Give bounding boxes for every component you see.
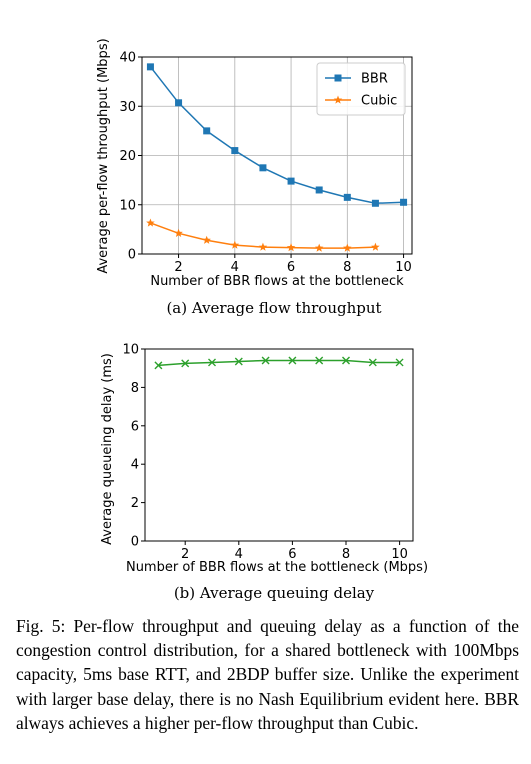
queuing-delay-subcaption: (b) Average queuing delay [174,584,375,602]
throughput-series-bbr-point-8 [343,193,351,201]
throughput-series-cubic-point-9 [371,242,380,251]
queuing-delay-x-axis-label: Number of BBR flows at the bottleneck (M… [126,560,428,575]
queuing-delay-series-0-point-6 [288,356,297,365]
figure-caption: Fig. 5: Per-flow throughput and queuing … [16,616,519,733]
throughput-series-cubic-point-7 [314,243,324,252]
queuing-delay-series-0-point-5-stroke-b [261,356,270,365]
queuing-delay-y-tick-label-4: 4 [131,458,139,473]
throughput-series-cubic-point-4 [230,240,240,249]
throughput-x-axis-label: Number of BBR flows at the bottleneck [150,274,404,289]
throughput-series-bbr-point-9 [371,199,379,207]
queuing-delay-series-0-point-3-stroke-b [208,358,216,367]
queuing-delay-series-0-point-1-stroke-b [154,361,163,370]
queuing-delay-series-0-point-4 [234,357,243,366]
queuing-delay-series-0-point-2-stroke-b [181,359,190,368]
queuing-delay-y-tick-label-8: 8 [131,381,139,396]
queuing-delay-series-0-point-10-stroke-b [395,358,404,367]
queuing-delay-series-0-point-9-stroke-b [368,358,377,367]
throughput-y-tick-label-40: 40 [119,51,136,66]
throughput-subcaption: (a) Average flow throughput [166,299,381,317]
queuing-delay-series-0-point-1 [154,361,163,370]
queuing-delay-y-tick-label-10: 10 [122,343,139,358]
queuing-delay-y-tick-label-6: 6 [131,419,139,434]
throughput-series-bbr-point-2 [175,99,183,107]
throughput-legend-cubic-marker [333,95,343,104]
queuing-delay-chart: 2 4 6 8 10 0 2 4 6 8 10 Number of BBR flows at the… [100,343,428,603]
queuing-delay-series-0-point-6-stroke-b [288,356,297,365]
queuing-delay-series-0-line [158,359,400,367]
throughput-x-tick-label-10: 10 [395,260,412,275]
throughput-series-cubic-point-3 [202,235,211,244]
queuing-delay-x-tick-label-2: 2 [181,547,189,562]
throughput-legend-cubic-label: Cubic [361,94,397,109]
queuing-delay-series-0-point-4-stroke-b [234,357,243,366]
throughput-x-tick-label-2: 2 [174,260,182,275]
throughput-y-axis-label: Average per-flow throughput (Mbps) [96,38,111,273]
throughput-x-tick-label-8: 8 [343,260,351,275]
throughput-x-tick-label-6: 6 [287,260,295,275]
throughput-legend-bbr-marker [334,74,342,82]
throughput-series-bbr-point-10 [400,198,408,206]
queuing-delay-plot-frame [144,348,414,542]
queuing-delay-series-0-point-8 [342,356,350,365]
queuing-delay-x-tick-label-8: 8 [342,547,350,562]
throughput-legend-bbr-label: BBR [361,72,388,87]
throughput-series-cubic-point-6 [286,243,296,252]
queuing-delay-ticks: 2 4 6 8 10 0 2 4 6 8 10 [122,343,407,563]
throughput-series-bbr-point-3 [203,127,211,135]
queuing-delay-series-0-point-8-stroke-b [342,356,350,365]
queuing-delay-series-0-point-5 [261,356,270,365]
throughput-series-bbr-point-7 [315,186,323,194]
queuing-delay-x-tick-label-6: 6 [288,547,296,562]
throughput-series-bbr-point-4 [231,147,239,155]
throughput-y-tick-label-10: 10 [119,198,136,213]
queuing-delay-x-tick-label-10: 10 [391,547,408,562]
queuing-delay-series-0-point-9 [368,358,377,367]
throughput-series-cubic-point-8 [343,243,352,252]
queuing-delay-y-axis-label: Average queueing delay (ms) [100,353,115,545]
queuing-delay-y-tick-label-0: 0 [131,535,139,550]
throughput-legend: BBR Cubic [316,62,406,116]
throughput-chart: 2 4 6 8 10 0 10 20 30 40 Number of BBR flows at t… [96,38,413,317]
throughput-series-bbr-point-5 [259,164,267,172]
queuing-delay-series [154,356,404,370]
throughput-series-cubic-point-1 [146,218,155,227]
throughput-y-tick-label-30: 30 [119,100,136,115]
throughput-series-bbr-point-1 [146,63,154,71]
throughput-x-tick-label-4: 4 [231,260,239,275]
throughput-series-bbr-line [149,66,404,205]
throughput-series-cubic-point-5 [258,242,268,251]
throughput-series-cubic-point-2 [174,228,183,237]
throughput-ticks: 2 4 6 8 10 0 10 20 30 40 [119,51,411,276]
queuing-delay-series-0-point-10 [395,358,404,367]
queuing-delay-series-0-point-3 [208,358,216,367]
throughput-y-tick-label-20: 20 [119,149,136,164]
throughput-y-tick-label-0: 0 [128,248,136,263]
queuing-delay-y-tick-label-2: 2 [131,496,139,511]
throughput-series [146,63,408,252]
queuing-delay-series-0-point-7 [315,356,324,365]
queuing-delay-series-0-point-7-stroke-b [315,356,324,365]
queuing-delay-series-0-point-2 [181,359,190,368]
throughput-series-bbr-point-6 [287,177,295,185]
queuing-delay-x-tick-label-4: 4 [235,547,243,562]
